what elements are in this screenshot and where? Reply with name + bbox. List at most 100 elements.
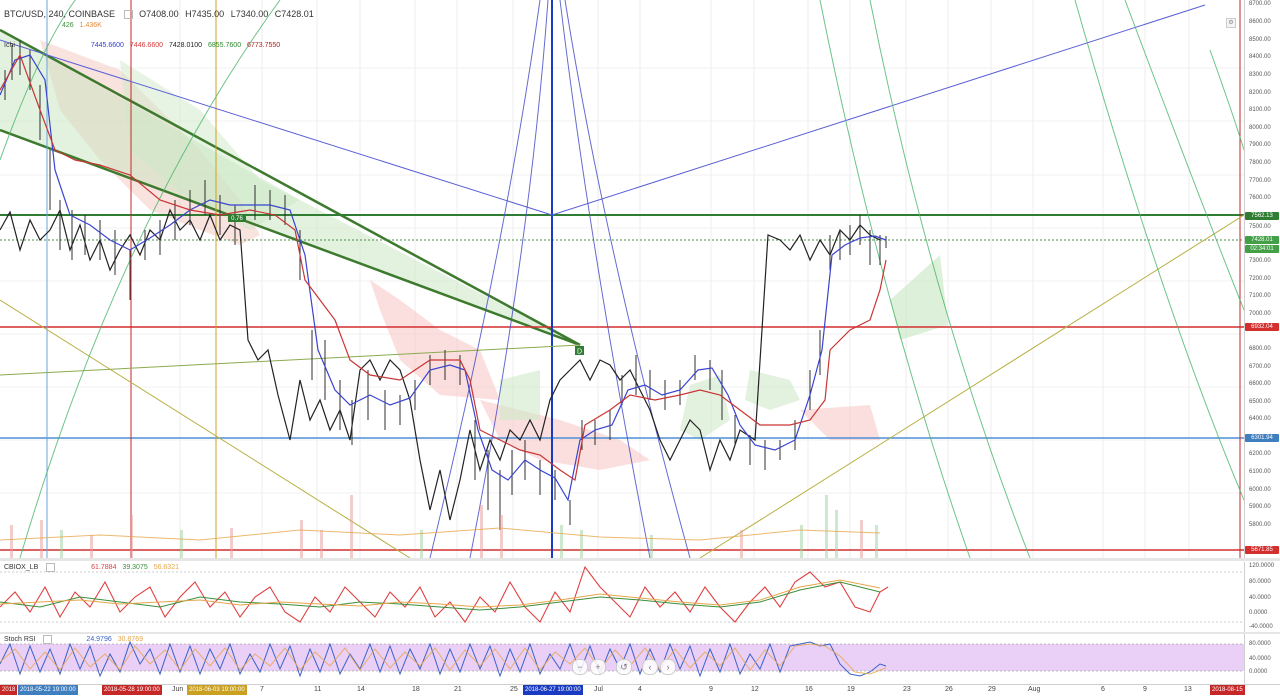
price-tick: 7100.00 [1249,293,1271,299]
stoch-axis[interactable]: 80.0000 40.0000 0.0000 [1244,634,1280,684]
cbi-tick: 120.0000 [1249,563,1275,569]
price-tick: 8100.00 [1249,107,1271,113]
time-label: 12 [751,686,759,693]
time-label: Jun [172,686,184,693]
stoch-tick: 40.0000 [1249,656,1271,662]
price-tick: 7300.00 [1249,258,1271,264]
time-axis[interactable]: 2018 2018-05-22 19:00:00 2018-05-28 19:0… [0,684,1280,696]
stoch-tick: 0.0000 [1249,669,1268,675]
price-tick: 7900.00 [1249,142,1271,148]
price-tick: 7500.00 [1249,224,1271,230]
ohlc-high: H7435.00 [185,9,225,19]
time-flag: 2018-08-15 [1210,685,1245,695]
cbi-oscillator-pane[interactable]: CBIOX_LB 61.7884 39.3075 56.6321 [0,562,1244,632]
time-label: 21 [454,686,462,693]
time-label: 14 [357,686,365,693]
time-label: 25 [510,686,518,693]
time-label: Jul [594,686,603,693]
price-tick: 8000.00 [1249,125,1271,131]
price-tag-red-level: 6932.04 [1245,323,1279,331]
cbi-label: CBIOX_LB [4,564,39,572]
kijun-line [0,53,887,482]
cbi-toggle-icon[interactable] [46,563,56,572]
pane-separator[interactable] [0,558,1280,561]
time-label: Aug [1028,686,1041,693]
volume-bars [10,495,878,558]
time-label: 23 [903,686,911,693]
price-tick: 8400.00 [1249,54,1271,60]
price-tick: 6700.00 [1249,364,1271,370]
volume-legend: 426 1.436K [62,22,106,29]
reset-chart-button[interactable]: ↺ [616,659,632,675]
stoch-toggle-icon[interactable] [43,635,53,644]
price-tag-blue-level: 6301.94 [1245,434,1279,442]
cbi-legend[interactable]: CBIOX_LB 61.7884 39.3075 56.6321 [4,563,183,572]
ichimoku-value-5: 6773.7550 [247,42,281,49]
ichimoku-value-1: 7445.6600 [90,42,124,49]
pane-settings-icon[interactable]: ⚙ [1226,18,1236,28]
cbi-value-1: 61.7884 [91,564,117,572]
time-label: 19 [847,686,855,693]
price-tick: 6000.00 [1249,487,1271,493]
volume-value-1: 426 [62,22,74,29]
price-tick: 8600.00 [1249,19,1271,25]
time-label: 11 [314,686,322,693]
price-axis[interactable]: 8700.00 8600.00 8500.00 8400.00 8300.00 … [1244,0,1280,558]
stoch-value-1: 24.9796 [86,636,112,644]
cbi-value-2: 39.3075 [122,564,148,572]
price-tick: 6400.00 [1249,416,1271,422]
price-tick: 6600.00 [1249,381,1271,387]
price-tick: 7800.00 [1249,160,1271,166]
symbol-legend[interactable]: BTC/USD, 240, COINBASE O7408.00 H7435.00… [4,9,318,20]
price-tick: 5900.00 [1249,504,1271,510]
stoch-value-2: 30.8769 [117,636,143,644]
ichimoku-value-3: 7428.0100 [168,42,203,49]
cbi-axis[interactable]: 120.0000 80.0000 40.0000 0.0000 -40.0000 [1244,562,1280,632]
ohlc-close: C7428.01 [274,9,314,19]
stoch-legend[interactable]: Stoch RSI 24.9796 30.8769 [4,635,147,644]
time-label: 26 [945,686,953,693]
tenkan-line [0,54,887,502]
toggle-icon[interactable] [123,10,133,20]
price-tick: 6800.00 [1249,346,1271,352]
price-tick: 8700.00 [1249,1,1271,7]
price-tick: 8200.00 [1249,90,1271,96]
time-label: 6 [1101,686,1105,693]
scroll-left-button[interactable]: ‹ [642,659,658,675]
time-label: 9 [1143,686,1147,693]
symbol-title: BTC/USD, 240, COINBASE [4,9,116,19]
time-flag: 2018-06-03 19:00:00 [187,685,247,695]
cbi-tick: 40.0000 [1249,595,1271,601]
price-tick: 7700.00 [1249,178,1271,184]
ichimoku-value-2: 7446.6600 [129,42,163,49]
time-flag: 2018-06-27 19:00:00 [523,685,583,695]
time-flag: 2018 [0,685,18,695]
stoch-label: Stoch RSI [4,636,36,644]
price-tag-last: 7428.01 [1245,236,1279,244]
price-tick: 8500.00 [1249,37,1271,43]
ichimoku-cloud [40,40,948,470]
price-chart-canvas[interactable]: D 0.76 [0,0,1244,558]
zoom-out-button[interactable]: − [572,659,588,675]
time-label: 4 [638,686,642,693]
time-flag: 2018-05-28 19:00:00 [102,685,162,695]
cbi-tick: 0.0000 [1249,610,1268,616]
time-label: 29 [988,686,996,693]
time-label: 9 [709,686,713,693]
ichimoku-legend[interactable]: Ichi 7445.6600 7446.6600 7428.0100 6855.… [4,42,284,49]
time-label: 7 [260,686,264,693]
price-tag-resistance: 7562.13 [1245,212,1279,220]
time-label: 13 [1184,686,1192,693]
main-chart-pane[interactable]: D 0.76 BTC/USD, 240, COINBASE O7408.00 H… [0,0,1244,558]
price-tick: 7600.00 [1249,195,1271,201]
ohlc-low: L7340.00 [230,9,269,19]
zoom-in-button[interactable]: + [590,659,606,675]
pane-separator-2[interactable] [0,632,1280,634]
time-flag: 2018-05-22 19:00:00 [18,685,78,695]
ichimoku-label: Ichi [4,42,15,49]
scroll-right-button[interactable]: › [660,659,676,675]
time-label: 18 [412,686,420,693]
price-tag-countdown: 02:34:01 [1245,245,1279,253]
price-tick: 8300.00 [1249,72,1271,78]
drawing-label: D [577,349,582,356]
